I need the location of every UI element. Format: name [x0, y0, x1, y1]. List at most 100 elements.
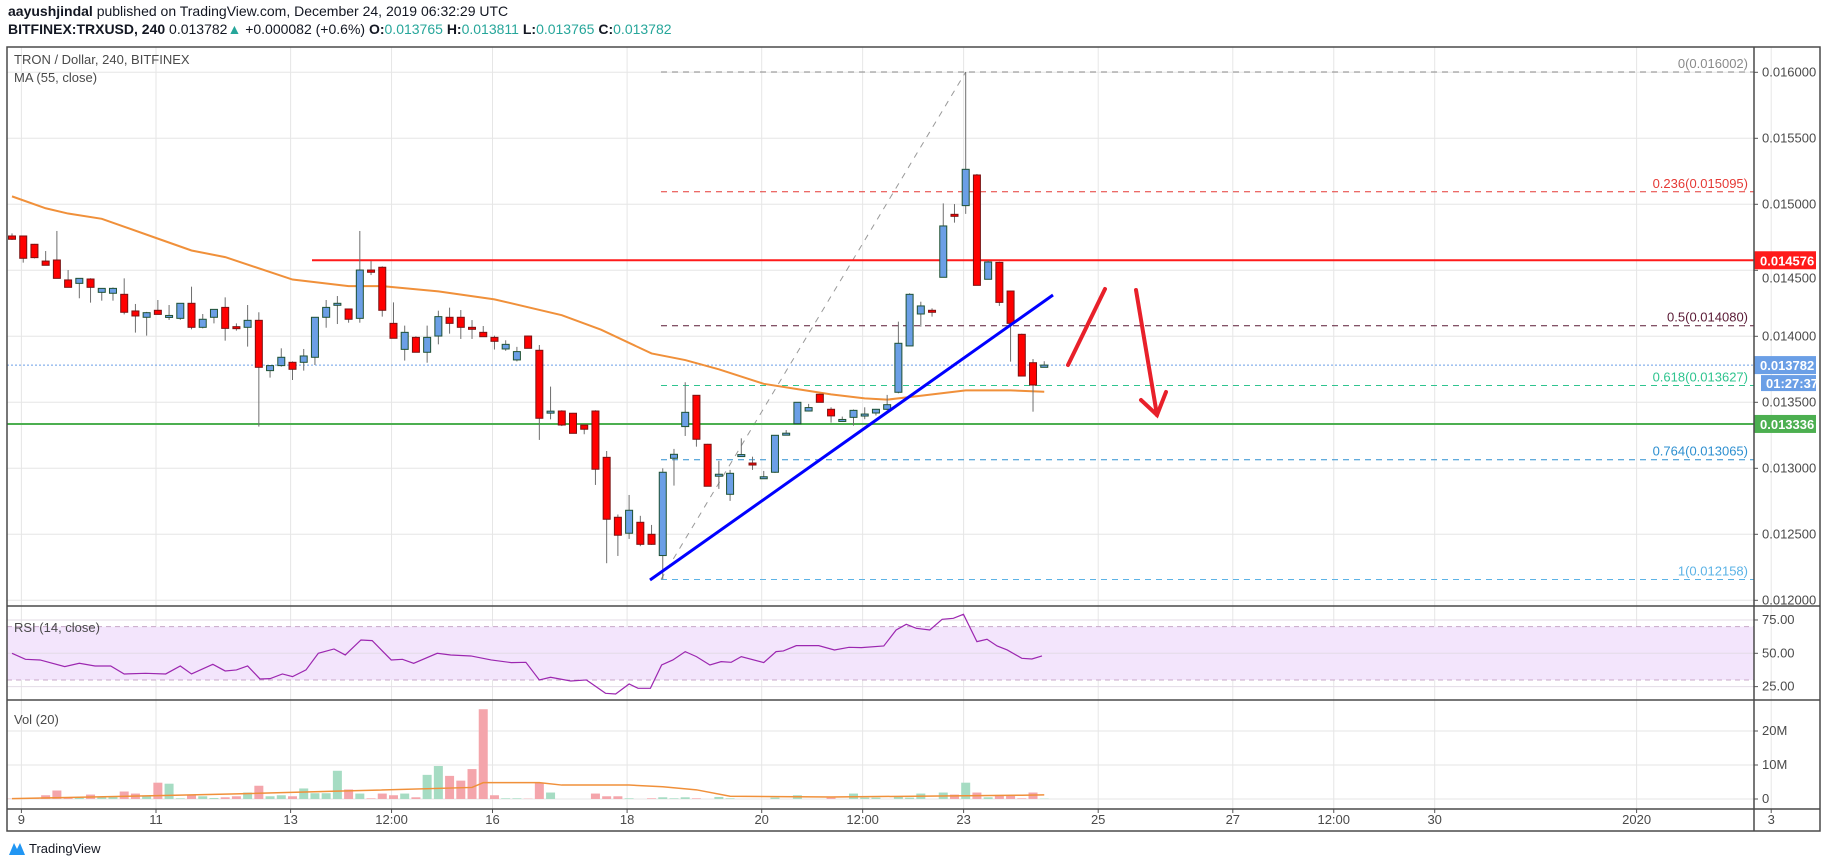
- candle: [737, 438, 746, 458]
- up-arrow-stroke: [1066, 287, 1107, 367]
- volume-bar: [63, 797, 73, 799]
- volume-bar: [602, 796, 612, 799]
- candle-body: [254, 319, 263, 368]
- volume-bar: [108, 796, 118, 799]
- candle: [512, 346, 521, 362]
- candle-body: [928, 309, 937, 313]
- candle-body: [41, 260, 50, 266]
- candle: [961, 72, 970, 214]
- close-value: 0.013782: [613, 21, 672, 37]
- candle-body: [120, 293, 129, 313]
- candle-body: [165, 314, 174, 318]
- volume-bar: [1017, 798, 1027, 799]
- fib-level-label: 0.618(0.013627): [1653, 370, 1748, 385]
- candle: [984, 260, 993, 280]
- candle: [153, 300, 162, 315]
- candle-body: [591, 410, 600, 470]
- publish-info: aayushjindal published on TradingView.co…: [8, 3, 508, 19]
- candle: [187, 286, 196, 330]
- candle-body: [187, 302, 196, 328]
- volume-bar: [534, 782, 544, 799]
- volume-axis-label: 0: [1762, 791, 1769, 806]
- price-axis-label: 0.013000: [1762, 460, 1816, 475]
- volume-bar: [265, 796, 275, 799]
- volume-bar: [321, 793, 331, 799]
- volume-bar: [422, 774, 432, 799]
- time-axis-label: 12:00: [1317, 812, 1350, 827]
- candle-body: [310, 316, 319, 358]
- candle: [243, 305, 252, 347]
- low-label: L:: [522, 21, 537, 37]
- candle-body: [512, 351, 521, 361]
- candle: [120, 278, 129, 315]
- candle: [108, 287, 117, 301]
- rsi-line: [11, 613, 1043, 695]
- candle: [580, 424, 589, 435]
- candle-body: [972, 174, 981, 286]
- candle-body: [782, 432, 791, 436]
- volume-bar: [400, 793, 410, 799]
- last-price: 0.013782: [169, 21, 228, 37]
- candle: [165, 305, 174, 320]
- candle-body: [748, 462, 757, 466]
- volume-bar: [119, 791, 129, 799]
- volume-bar: [456, 780, 466, 799]
- volume-bar: [501, 798, 511, 799]
- candle: [209, 308, 218, 324]
- candle: [658, 468, 667, 580]
- candle: [389, 302, 398, 339]
- volume-bar: [142, 795, 152, 799]
- candle: [647, 524, 656, 545]
- candle-body: [658, 471, 667, 557]
- candle-body: [288, 361, 297, 370]
- volume-bar: [669, 798, 679, 799]
- rsi-axis-label: 50.00: [1762, 645, 1795, 660]
- candle-body: [793, 401, 802, 425]
- candle-body: [535, 349, 544, 419]
- candle: [75, 277, 84, 299]
- volume-bar: [467, 769, 477, 799]
- candle: [894, 321, 903, 394]
- candle-body: [52, 259, 61, 279]
- fib-level-label: 0.5(0.014080): [1667, 310, 1748, 325]
- symbol-info: BITFINEX:TRXUSD, 240 0.013782▲ +0.000082…: [8, 21, 672, 37]
- volume-bar: [1006, 794, 1016, 799]
- candle: [52, 230, 61, 279]
- volume-bar: [299, 788, 309, 799]
- time-axis-label: 3: [1768, 812, 1775, 827]
- volume-bar: [276, 795, 286, 799]
- candle-body: [445, 316, 454, 324]
- candle-body: [546, 410, 555, 414]
- candle-body: [1040, 364, 1049, 368]
- publish-text: published on TradingView.com, December 2…: [92, 3, 509, 19]
- fib-level-label: 0(0.016002): [1678, 56, 1748, 71]
- tradingview-logo[interactable]: TradingView: [8, 840, 101, 856]
- candle: [64, 270, 73, 288]
- candle-body: [569, 412, 577, 434]
- author-name[interactable]: aayushjindal: [8, 3, 93, 19]
- candle-body: [131, 310, 140, 317]
- candle-body: [490, 336, 499, 342]
- high-label: H:: [446, 21, 462, 37]
- candle: [277, 348, 286, 367]
- candle-body: [75, 277, 84, 284]
- volume-bar: [546, 792, 556, 799]
- volume-bar: [658, 797, 668, 799]
- candle: [557, 410, 566, 427]
- candle-body: [8, 235, 16, 240]
- candle: [759, 470, 768, 480]
- candle: [972, 173, 981, 286]
- candle: [176, 302, 185, 320]
- up-arrow-icon: ▲: [227, 21, 242, 37]
- last-price-label-box: [1754, 356, 1816, 375]
- price-axis-label: 0.014000: [1762, 328, 1816, 343]
- candle: [490, 335, 499, 350]
- volume-bar: [164, 783, 174, 799]
- candle: [602, 451, 611, 564]
- candle: [1040, 361, 1049, 368]
- resistance-price-label: 0.014576: [1760, 253, 1814, 268]
- ma55-line: [11, 195, 1045, 401]
- volume-bar: [175, 798, 185, 799]
- close-label: C:: [598, 21, 614, 37]
